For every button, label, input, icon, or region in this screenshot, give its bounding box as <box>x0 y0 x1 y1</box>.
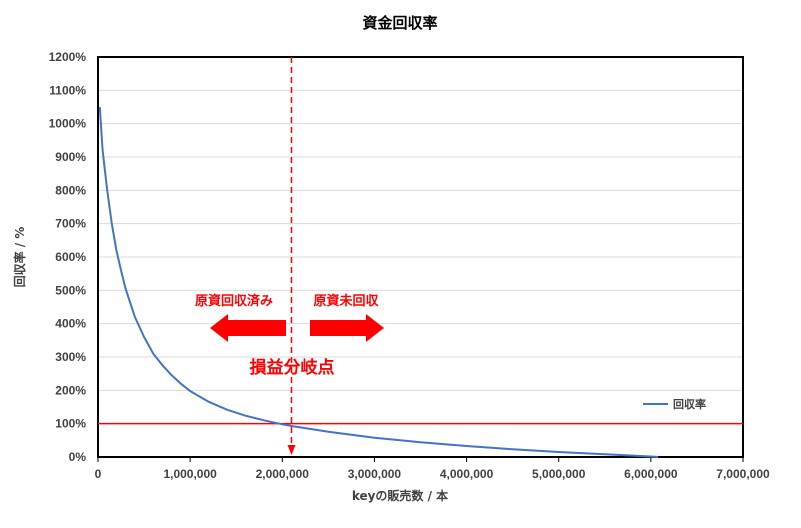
x-tick-label: 1,000,000 <box>163 467 217 481</box>
x-axis-ticks: 0 1,000,000 2,000,000 3,000,000 4,000,000 5,0… <box>95 457 770 481</box>
unrecovered-label: 原資未回収 <box>313 293 379 309</box>
y-tick-label: 400% <box>55 317 86 331</box>
x-tick-label: 7,000,000 <box>716 467 770 481</box>
x-tick-label: 6,000,000 <box>624 467 678 481</box>
y-tick-label: 900% <box>55 150 86 164</box>
x-tick-label: 2,000,000 <box>256 467 310 481</box>
y-tick-label: 200% <box>55 383 86 397</box>
y-tick-label: 300% <box>55 350 86 364</box>
y-tick-label: 1000% <box>49 117 87 131</box>
y-axis-ticks: 0% 100% 200% 300% 400% 500% 600% 700% 800% 900% 10… <box>49 50 87 464</box>
grid-lines <box>98 89 743 425</box>
y-tick-label: 1100% <box>49 83 86 97</box>
y-axis-title: 回収率 / % <box>12 227 27 288</box>
x-axis-title: keyの販売数 / 本 <box>352 488 448 503</box>
breakeven-arrow-head <box>287 445 296 455</box>
y-tick-label: 700% <box>55 217 86 231</box>
x-tick-label: 4,000,000 <box>440 467 494 481</box>
series-line-recovery-rate <box>98 106 659 458</box>
recovered-label: 原資回収済み <box>195 293 273 309</box>
y-tick-label: 1200% <box>49 50 87 64</box>
y-tick-label: 500% <box>55 283 86 297</box>
x-tick-label: 0 <box>95 467 102 481</box>
legend: 回収率 <box>643 397 706 411</box>
y-tick-label: 0% <box>69 450 87 464</box>
legend-label: 回収率 <box>673 397 706 411</box>
left-arrow-shape <box>210 314 286 342</box>
x-tick-label: 5,000,000 <box>532 467 586 481</box>
y-tick-label: 600% <box>55 250 86 264</box>
y-tick-label: 100% <box>55 417 86 431</box>
chart-title: 資金回収率 <box>362 14 437 32</box>
x-tick-label: 3,000,000 <box>348 467 402 481</box>
plot-area-border <box>97 56 744 458</box>
breakeven-label: 損益分岐点 <box>250 357 335 378</box>
y-tick-label: 800% <box>55 183 86 197</box>
right-arrow-shape <box>310 314 384 342</box>
